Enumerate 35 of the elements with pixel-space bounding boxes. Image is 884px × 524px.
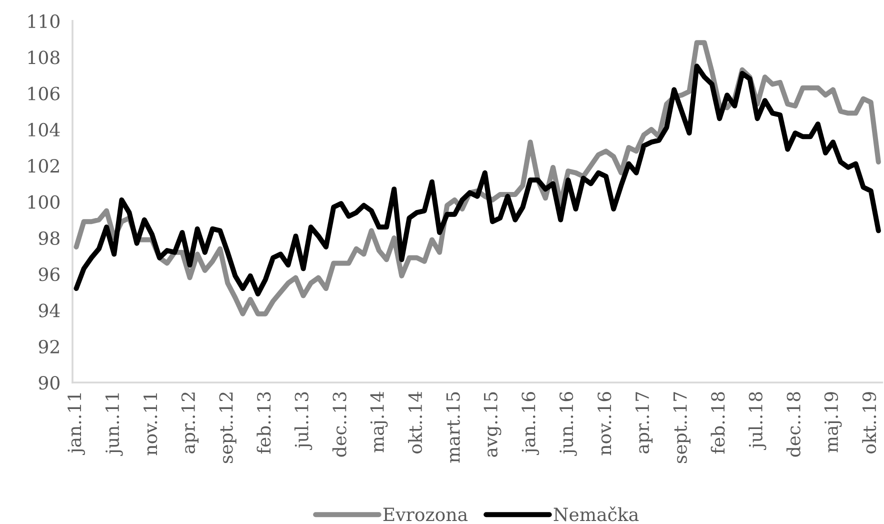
y-tick-label: 106 (28, 86, 60, 100)
x-tick-label: jun..11 (105, 393, 123, 456)
legend-label: Evrozona (383, 508, 468, 522)
x-tick-label: avg..15 (484, 392, 502, 457)
x-tick-label: feb..18 (710, 392, 725, 454)
y-tick-label: 104 (28, 122, 60, 137)
x-tick-label: apr..12 (181, 392, 199, 454)
x-tick-label: maj.19 (824, 392, 842, 452)
y-tick-label: 100 (28, 195, 60, 209)
y-tick-label: 92 (38, 340, 59, 354)
x-tick-label: nov..16 (598, 392, 612, 456)
x-tick-label: nov..11 (144, 393, 158, 456)
x-tick-label: okt..14 (408, 392, 422, 454)
x-tick-label: okt..19 (862, 392, 876, 454)
legend-label: Nemačka (554, 506, 639, 522)
y-tick-label: 108 (28, 50, 60, 64)
x-tick-label: mart.15 (446, 392, 460, 463)
x-tick-label: feb..13 (256, 392, 271, 454)
y-tick-label: 96 (38, 268, 60, 282)
x-tick-label: jun..16 (559, 392, 577, 456)
y-tick-label: 98 (38, 231, 60, 246)
y-tick-label: 102 (28, 159, 59, 173)
x-tick-label: dec..13 (332, 392, 346, 457)
y-tick-label: 94 (38, 304, 60, 318)
x-tick-label: jan..11 (68, 393, 86, 456)
x-tick-label: sept..12 (219, 392, 236, 464)
x-tick-label: jul..13 (294, 392, 312, 450)
y-tick-label: 110 (28, 14, 60, 28)
y-tick-label: 90 (38, 376, 60, 390)
x-tick-label: jan..16 (522, 392, 540, 456)
x-tick-label: dec..18 (786, 392, 800, 457)
x-tick-label: maj.14 (370, 392, 388, 452)
x-tick-label: apr..17 (635, 392, 653, 454)
x-tick-label: jul..18 (748, 392, 766, 450)
x-tick-label: sept..17 (673, 392, 690, 464)
